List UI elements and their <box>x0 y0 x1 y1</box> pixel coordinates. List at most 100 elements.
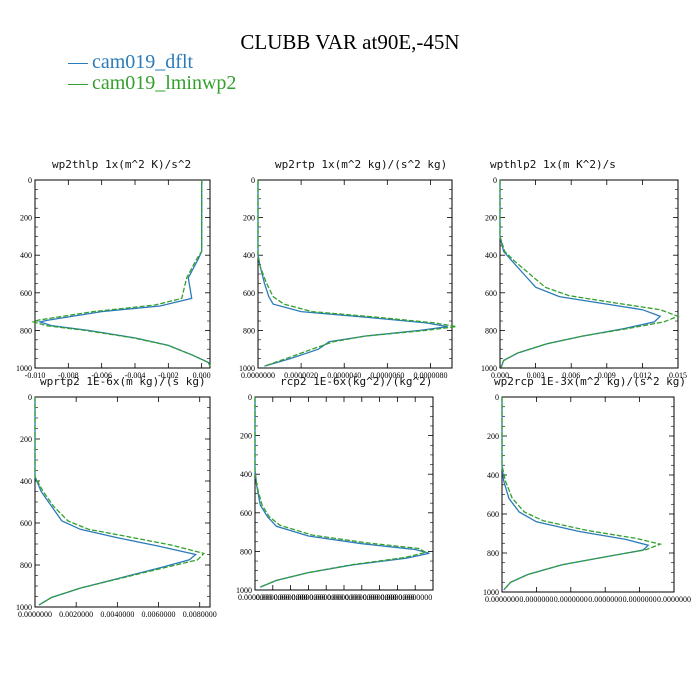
y-tick-label: 200 <box>20 214 32 223</box>
series-line-lminwp2 <box>254 397 428 588</box>
legend-label-dflt: cam019_dflt <box>92 51 194 73</box>
plot-frame <box>34 179 211 369</box>
x-tick-label: 0.015 <box>669 371 687 380</box>
y-tick-label: 200 <box>20 435 32 444</box>
x-tick-label: 0.0080000 <box>183 610 217 619</box>
x-tick-label: 0.0000000 <box>274 593 308 602</box>
panel-1: wp2thlp 1x(m^2 K)/s^202004006008001000-0… <box>16 158 211 380</box>
y-tick-label: 1000 <box>481 364 497 373</box>
x-tick-label: 0.0000000 <box>623 595 657 604</box>
y-tick-label: 600 <box>485 289 497 298</box>
panel-4: wprtp2 1E-6x(m kg)/(s kg) 0 200 400 600 800 10… <box>16 375 217 619</box>
plot-frame <box>501 396 675 593</box>
y-tick-label: 200 <box>485 214 497 223</box>
series-line-dflt <box>501 397 650 591</box>
series-line-dflt <box>37 180 211 367</box>
series-line-dflt <box>254 397 430 588</box>
y-tick-label: 400 <box>20 251 32 260</box>
legend-item-dflt: cam019_dflt <box>68 51 236 73</box>
panel-6: wp2rcp 1E-3x(m^2 kg)/(s^2 kg) 0 200 400 600 8… <box>483 375 691 604</box>
y-tick-label: 800 <box>240 547 252 556</box>
legend-item-lminwp2: cam019_lminwp2 <box>68 72 237 94</box>
x-tick-label: 0.0000000 <box>363 593 397 602</box>
x-tick-label: 0.0060000 <box>142 610 176 619</box>
x-tick-label: 0.0000000 <box>291 593 325 602</box>
panel-3: wpthlp2 1x(m K^2)/s 0 200 400 600 800 1000 0.00… <box>481 158 687 380</box>
x-tick-label: 0.0000000 <box>657 595 691 604</box>
series-line-dflt <box>257 180 448 367</box>
panel-title: wp2rtp 1x(m^2 kg)/(s^2 kg) <box>275 158 447 171</box>
page-title: CLUBB VAR at90E,-45N <box>240 30 460 54</box>
y-tick-label: 1000 <box>483 588 499 597</box>
x-tick-label: 0.006 <box>562 371 580 380</box>
x-tick-label: 0.0020000 <box>59 610 93 619</box>
legend: cam019_dflt cam019_lminwp2 <box>68 51 237 94</box>
x-tick-label: 0.0000000 <box>238 593 272 602</box>
y-tick-label: 0 <box>248 393 252 402</box>
y-tick-label: 800 <box>243 326 255 335</box>
x-tick-label: 0.0000000 <box>309 593 343 602</box>
legend-swatch-lminwp2 <box>68 84 88 85</box>
x-tick-label: 0.0000000 <box>345 593 379 602</box>
y-tick-label: 0 <box>495 393 499 402</box>
series-line-dflt <box>34 397 198 606</box>
x-tick-label: -0.006 <box>91 371 112 380</box>
y-tick-label: 800 <box>487 549 499 558</box>
y-tick-label: 200 <box>487 432 499 441</box>
x-tick-label: 0.0000000 <box>554 595 588 604</box>
series-line-lminwp2 <box>499 180 680 368</box>
y-tick-label: 1000 <box>239 364 255 373</box>
x-tick-label: 0.0000000 <box>398 593 432 602</box>
y-tick-label: 1000 <box>16 603 32 612</box>
panel-title: rcp2 1E-6x(kg^2)/(kg^2) <box>280 375 432 388</box>
x-tick-label: -0.002 <box>158 371 179 380</box>
x-tick-label: 0.0000040 <box>327 371 361 380</box>
y-tick-label: 600 <box>487 510 499 519</box>
x-tick-label: 0.0000000 <box>241 371 275 380</box>
x-tick-label: 0.0000000 <box>485 595 519 604</box>
y-tick-label: 600 <box>20 289 32 298</box>
y-tick-label: 600 <box>240 509 252 518</box>
y-tick-label: 400 <box>243 251 255 260</box>
legend-label-lminwp2: cam019_lminwp2 <box>92 72 237 94</box>
y-tick-label: 800 <box>485 326 497 335</box>
x-tick-label: 0.0000000 <box>327 593 361 602</box>
y-tick-label: 400 <box>487 471 499 480</box>
panel-title: wp2thlp 1x(m^2 K)/s^2 <box>52 158 191 171</box>
series-line-lminwp2 <box>31 180 211 367</box>
x-tick-label: 0.0000000 <box>380 593 414 602</box>
y-tick-label: 0 <box>493 176 497 185</box>
x-tick-label: 0.0000000 <box>256 593 290 602</box>
y-tick-label: 1000 <box>16 364 32 373</box>
x-tick-label: 0.000 <box>193 371 211 380</box>
x-tick-label: -0.010 <box>25 371 46 380</box>
y-tick-label: 800 <box>20 561 32 570</box>
y-tick-label: 600 <box>243 289 255 298</box>
x-tick-label: 0.009 <box>598 371 616 380</box>
y-tick-label: 1000 <box>236 586 252 595</box>
y-tick-label: 800 <box>20 326 32 335</box>
x-tick-label: -0.008 <box>58 371 79 380</box>
plot-frame <box>257 179 453 369</box>
x-tick-label: 0.0000000 <box>18 610 52 619</box>
y-tick-label: 400 <box>485 251 497 260</box>
series-line-dflt <box>499 180 662 368</box>
y-tick-label: 200 <box>240 432 252 441</box>
x-tick-label: 0.003 <box>527 371 545 380</box>
y-tick-label: 600 <box>20 519 32 528</box>
y-tick-label: 200 <box>243 214 255 223</box>
y-tick-label: 0 <box>28 176 32 185</box>
y-tick-label: 400 <box>20 477 32 486</box>
y-tick-label: 0 <box>28 393 32 402</box>
panel-title: wpthlp2 1x(m K^2)/s <box>490 158 616 171</box>
legend-swatch-dflt <box>68 63 88 64</box>
series-line-lminwp2 <box>34 397 206 606</box>
y-tick-label: 400 <box>240 470 252 479</box>
panel-5: rcp2 1E-6x(kg^2)/(kg^2) 0 200 400 600 800 1000… <box>236 375 434 602</box>
x-tick-label: 0.0000000 <box>519 595 553 604</box>
series-line-lminwp2 <box>501 397 663 591</box>
x-tick-label: 0.012 <box>633 371 651 380</box>
panel-title: wprtp2 1E-6x(m kg)/(s kg) <box>40 375 206 388</box>
x-tick-label: -0.004 <box>125 371 146 380</box>
